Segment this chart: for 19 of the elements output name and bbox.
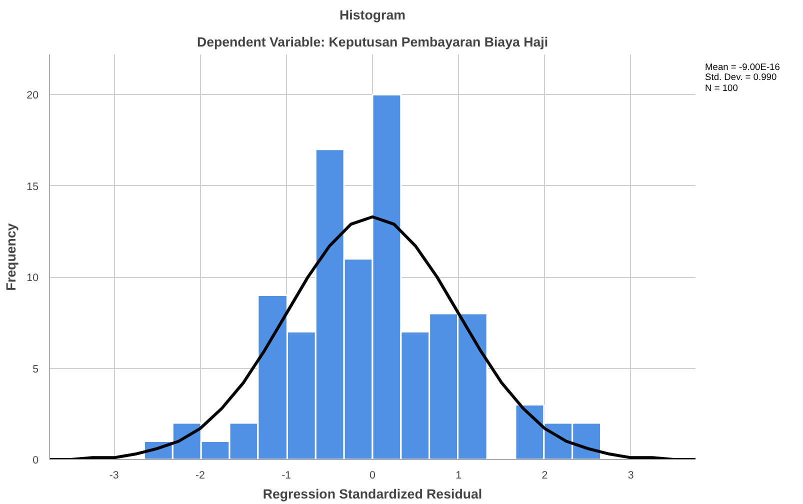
y-tick-label: 20 [26,90,39,102]
x-tick-label: 3 [628,470,634,482]
chart-subtitle: Dependent Variable: Keputusan Pembayaran Biaya Haji [196,34,548,50]
x-tick-label: 0 [370,470,376,482]
text: Mean = -9.00E-16 [705,62,780,72]
x-axis-title: Regression Standardized Residual [262,486,482,502]
x-tick-label: -3 [109,470,119,482]
x-tick-label: -2 [195,470,206,482]
chart-title: Histogram [340,8,406,22]
x-tick-label: 1 [456,470,462,482]
y-tick-label: 15 [26,180,39,193]
text: Std. Dev. = 0.990 [705,72,777,82]
y-tick-label: 10 [26,272,39,284]
y-tick-label: 0 [32,454,39,466]
y-tick-label: 5 [32,363,39,376]
x-tick-label: 2 [542,470,548,482]
text: N = 100 [705,82,738,92]
y-axis-title: Frequency [4,222,19,291]
x-tick-label: -1 [282,470,292,482]
